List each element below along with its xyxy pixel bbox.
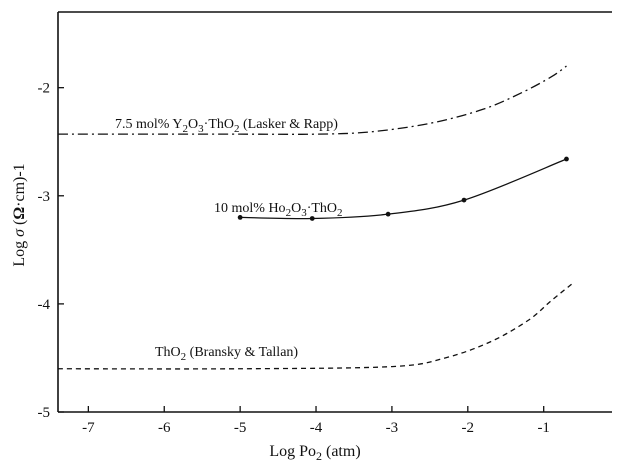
x-tick-label: -4 (310, 420, 323, 436)
series-group (57, 65, 575, 370)
y-tick-label: -5 (38, 405, 51, 421)
x-axis-label: Log Po2 (atm) (269, 443, 360, 460)
x-tick-label: -6 (158, 420, 171, 436)
y-tick-label: -2 (38, 81, 51, 97)
series-label-lasker-rapp: 7.5 mol% Y2O3·ThO2 (Lasker & Rapp) (115, 117, 338, 135)
y-tick-label: -3 (38, 189, 51, 205)
series-line-0 (58, 65, 567, 135)
x-ticks: -7 -6 -5 -4 -3 -2 -1 (82, 406, 550, 436)
series-label-bransky-tallan: ThO2 (Bransky & Tallan) (155, 345, 298, 363)
x-tick-label: -2 (462, 420, 475, 436)
y-tick-label: -4 (38, 297, 51, 313)
x-tick-label: -3 (386, 420, 399, 436)
series-label-ho2o3: 10 mol% Ho2O3·ThO2 (214, 201, 343, 219)
series-labels: 7.5 mol% Y2O3·ThO2 (Lasker & Rapp) 10 mo… (115, 117, 343, 363)
y-axis-label: Log σ (Ω·cm)-1 (11, 163, 28, 266)
x-tick-label: -1 (537, 420, 550, 436)
data-point (385, 211, 391, 217)
x-tick-label: -7 (82, 420, 95, 436)
data-point (237, 215, 243, 220)
data-point (564, 156, 569, 162)
y-ticks: -2 -3 -4 -5 (38, 81, 64, 421)
x-tick-label: -5 (234, 420, 247, 436)
data-point (309, 216, 315, 221)
data-point (461, 197, 467, 203)
series-line-2 (57, 281, 575, 370)
